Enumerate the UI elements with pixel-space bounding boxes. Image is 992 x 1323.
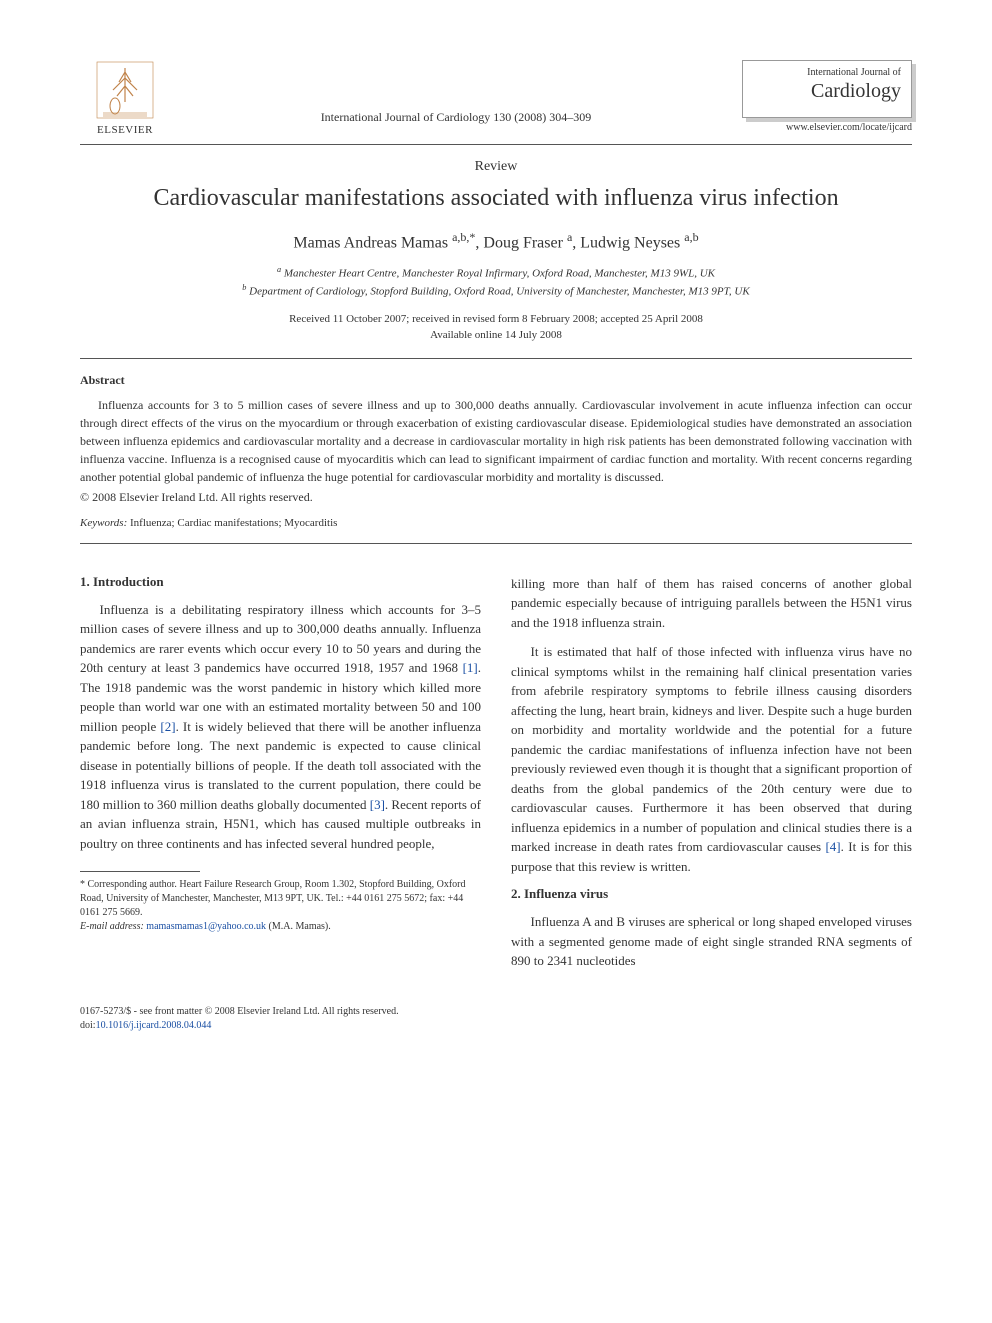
publisher-name: ELSEVIER	[97, 124, 153, 136]
affiliation-a-text: Manchester Heart Centre, Manchester Roya…	[284, 268, 715, 280]
article-type: Review	[80, 159, 912, 175]
section-1-heading: 1. Introduction	[80, 574, 481, 590]
doi-link[interactable]: 10.1016/j.ijcard.2008.04.044	[96, 1020, 212, 1031]
keywords: Keywords: Influenza; Cardiac manifestati…	[80, 517, 912, 529]
copyright: © 2008 Elsevier Ireland Ltd. All rights …	[80, 490, 912, 505]
abstract-label: Abstract	[80, 373, 912, 388]
left-column: 1. Introduction Influenza is a debilitat…	[80, 574, 481, 981]
section-1-p2: It is estimated that half of those infec…	[511, 642, 912, 876]
affiliations: a Manchester Heart Centre, Manchester Ro…	[80, 264, 912, 300]
abstract-text: Influenza accounts for 3 to 5 million ca…	[80, 396, 912, 486]
ref-link-4[interactable]: [4]	[825, 839, 840, 854]
ref-link-1[interactable]: [1]	[463, 660, 478, 675]
online-date: Available online 14 July 2008	[80, 327, 912, 344]
affiliation-b: b Department of Cardiology, Stopford Bui…	[80, 282, 912, 300]
article-title: Cardiovascular manifestations associated…	[80, 185, 912, 212]
section-1-p1b: killing more than half of them has raise…	[511, 574, 912, 633]
email-link[interactable]: mamasmamas1@yahoo.co.uk	[146, 921, 266, 932]
page: ELSEVIER International Journal of Cardio…	[0, 0, 992, 1083]
right-column: killing more than half of them has raise…	[511, 574, 912, 981]
ref-link-2[interactable]: [2]	[160, 719, 175, 734]
email-line: E-mail address: mamasmamas1@yahoo.co.uk …	[80, 920, 481, 934]
affiliation-b-text: Department of Cardiology, Stopford Build…	[249, 286, 750, 298]
email-label: E-mail address:	[80, 921, 144, 932]
keywords-label: Keywords:	[80, 517, 127, 529]
corresponding-footnote: * Corresponding author. Heart Failure Re…	[80, 878, 481, 934]
journal-box-inner: International Journal of Cardiology	[742, 60, 912, 118]
footnote-divider	[80, 871, 200, 872]
section-2-p1: Influenza A and B viruses are spherical …	[511, 912, 912, 971]
s1-p1-pre: Influenza is a debilitating respiratory …	[80, 602, 481, 676]
elsevier-logo-icon	[95, 60, 155, 120]
journal-box-title: Cardiology	[753, 80, 901, 103]
abstract-top-divider	[80, 358, 912, 359]
keywords-text: Influenza; Cardiac manifestations; Myoca…	[130, 517, 337, 529]
section-2-heading: 2. Influenza virus	[511, 886, 912, 902]
authors: Mamas Andreas Mamas a,b,*, Doug Fraser a…	[80, 230, 912, 252]
footer: 0167-5273/$ - see front matter © 2008 El…	[80, 1005, 912, 1033]
footer-doi: doi:10.1016/j.ijcard.2008.04.044	[80, 1019, 912, 1033]
journal-url: www.elsevier.com/locate/ijcard	[742, 122, 912, 133]
publisher-block: ELSEVIER	[80, 60, 170, 136]
journal-box-top: International Journal of	[753, 67, 901, 78]
s1-p2-pre: It is estimated that half of those infec…	[511, 644, 912, 854]
corr-text: * Corresponding author. Heart Failure Re…	[80, 878, 481, 920]
header-divider	[80, 144, 912, 145]
header-row: ELSEVIER International Journal of Cardio…	[80, 60, 912, 136]
abstract-section: Abstract Influenza accounts for 3 to 5 m…	[80, 373, 912, 505]
journal-box: International Journal of Cardiology www.…	[742, 60, 912, 133]
section-1-p1: Influenza is a debilitating respiratory …	[80, 600, 481, 854]
journal-citation: International Journal of Cardiology 130 …	[170, 60, 742, 125]
affiliation-a: a Manchester Heart Centre, Manchester Ro…	[80, 264, 912, 282]
email-suffix: (M.A. Mamas).	[269, 921, 331, 932]
abstract-bottom-divider	[80, 543, 912, 544]
ref-link-3[interactable]: [3]	[370, 797, 385, 812]
footer-line1: 0167-5273/$ - see front matter © 2008 El…	[80, 1005, 912, 1019]
dates: Received 11 October 2007; received in re…	[80, 311, 912, 344]
received-date: Received 11 October 2007; received in re…	[80, 311, 912, 328]
body-columns: 1. Introduction Influenza is a debilitat…	[80, 574, 912, 981]
doi-label: doi:	[80, 1020, 96, 1031]
